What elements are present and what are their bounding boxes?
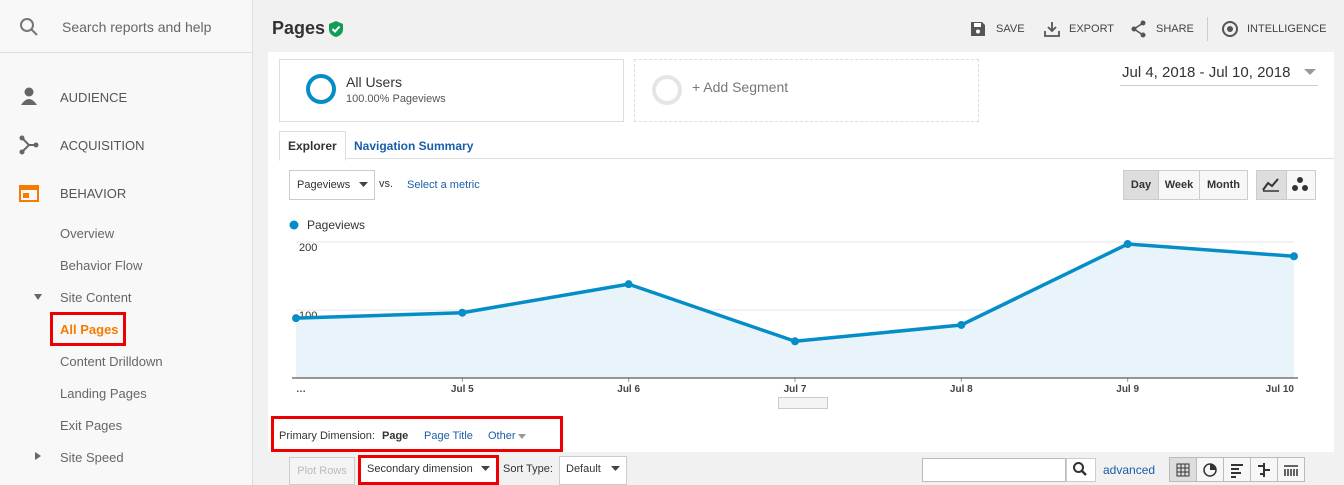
tab-line [279, 158, 1334, 159]
select-metric[interactable]: Select a metric [407, 179, 480, 191]
metric-select[interactable] [289, 170, 375, 200]
tab-active [279, 131, 346, 161]
sort-type[interactable]: Default [566, 463, 601, 475]
nav-behavior-flow[interactable]: Behavior Flow [60, 258, 143, 273]
month-button[interactable]: Month [1199, 170, 1248, 200]
x-tick-label: … [296, 384, 306, 395]
highlight-box [50, 312, 126, 346]
x-tick-label: Jul 5 [451, 384, 474, 395]
dimension-page[interactable]: Page [382, 430, 409, 442]
week-button[interactable]: Week [1158, 170, 1200, 200]
nav-overview[interactable]: Overview [60, 226, 115, 241]
point [791, 337, 799, 346]
nav-site-content[interactable]: Site Content [60, 290, 132, 305]
primary-dimension-label: Primary Dimension: [279, 430, 375, 442]
point [957, 320, 966, 329]
segment-card[interactable] [279, 59, 624, 122]
x-tick-label: Jul 10 [1266, 384, 1295, 395]
search-icon [20, 18, 38, 36]
nav-audience[interactable]: AUDIENCE [60, 90, 128, 105]
search-input[interactable]: Search reports and help [62, 19, 212, 35]
highlight-box [271, 416, 563, 452]
date-picker[interactable] [1120, 63, 1318, 86]
legend-marker [289, 220, 299, 230]
table-search-input[interactable] [922, 458, 1066, 482]
other-caret [518, 434, 526, 439]
point [458, 308, 467, 317]
sort-type-label: Sort Type: [503, 463, 553, 475]
separator [1207, 17, 1208, 41]
x-tick-label: Jul 9 [1116, 384, 1139, 395]
point [292, 314, 300, 323]
date-range[interactable]: Jul 4, 2018 - Jul 10, 2018 [1122, 64, 1291, 81]
tab-explorer[interactable]: Explorer [288, 139, 337, 153]
date-caret [1304, 69, 1316, 75]
nav-site-speed[interactable]: Site Speed [60, 450, 124, 465]
expand-icon [34, 294, 42, 300]
metric-caret [359, 182, 368, 187]
chart-resize-handle[interactable] [778, 397, 828, 409]
x-tick-label: Jul 7 [784, 384, 807, 395]
motion-chart-icon [1292, 177, 1308, 191]
line-chart-icon [1262, 178, 1279, 192]
view-switcher[interactable] [1169, 457, 1309, 483]
collapse-icon [35, 452, 41, 460]
intelligence-icon [1222, 21, 1238, 37]
segment-name: All Users [346, 74, 403, 90]
audience-icon [21, 87, 37, 105]
export-button[interactable]: EXPORT [1069, 23, 1115, 35]
nav-acquisition[interactable]: ACQUISITION [60, 138, 145, 153]
verified-icon [329, 21, 343, 37]
table-search-icon [1073, 462, 1087, 476]
save-button[interactable]: SAVE [996, 23, 1025, 35]
motion-chart-button[interactable] [1286, 170, 1316, 200]
nav-all-pages[interactable]: All Pages [60, 322, 119, 337]
x-tick-label: Jul 8 [950, 384, 973, 395]
sidebar: Search reports and help AUDIENCE ACQUISI… [0, 0, 253, 485]
share-icon [1131, 20, 1146, 38]
plot-rows-button[interactable]: Plot Rows [289, 457, 355, 485]
intelligence-button[interactable]: INTELLIGENCE [1247, 23, 1327, 35]
acquisition-icon [19, 135, 39, 155]
day-button[interactable]: Day [1123, 170, 1159, 200]
area [296, 244, 1294, 378]
point [624, 280, 633, 289]
nav-behavior[interactable]: BEHAVIOR [60, 186, 127, 201]
table-search-button[interactable] [1066, 458, 1096, 482]
add-segment-card[interactable] [634, 59, 979, 122]
tab-navigation-summary[interactable]: Navigation Summary [354, 139, 474, 153]
add-segment-ring [652, 75, 682, 105]
secondary-dimension[interactable]: Secondary dimension [367, 463, 473, 475]
x-tick-label: Jul 6 [617, 384, 640, 395]
share-button[interactable]: SHARE [1156, 23, 1194, 35]
legend-label: Pageviews [307, 218, 365, 232]
divider [0, 52, 252, 53]
metric-name[interactable]: Pageviews [297, 179, 351, 191]
dimension-other[interactable]: Other [488, 430, 516, 442]
nav-landing-pages[interactable]: Landing Pages [60, 386, 147, 401]
dimension-page-title[interactable]: Page Title [424, 430, 473, 442]
y-tick-label: 200 [299, 242, 317, 254]
advanced-link[interactable]: advanced [1103, 463, 1156, 477]
export-icon [1044, 22, 1060, 37]
point [1123, 240, 1132, 249]
nav-exit-pages[interactable]: Exit Pages [60, 418, 123, 433]
sort-caret [611, 466, 620, 471]
page-title: Pages [272, 18, 326, 38]
point [1290, 252, 1298, 261]
behavior-icon [19, 185, 39, 202]
segment-ring [306, 74, 336, 104]
nav-content-drilldown[interactable]: Content Drilldown [60, 354, 163, 369]
segment-detail: 100.00% Pageviews [346, 93, 446, 105]
sort-select[interactable] [559, 456, 627, 485]
secondary-dimension-select[interactable] [358, 455, 499, 485]
add-segment[interactable]: + Add Segment [692, 79, 789, 95]
secondary-caret [481, 466, 490, 471]
save-icon [971, 22, 985, 36]
vs-label: vs. [379, 178, 394, 190]
